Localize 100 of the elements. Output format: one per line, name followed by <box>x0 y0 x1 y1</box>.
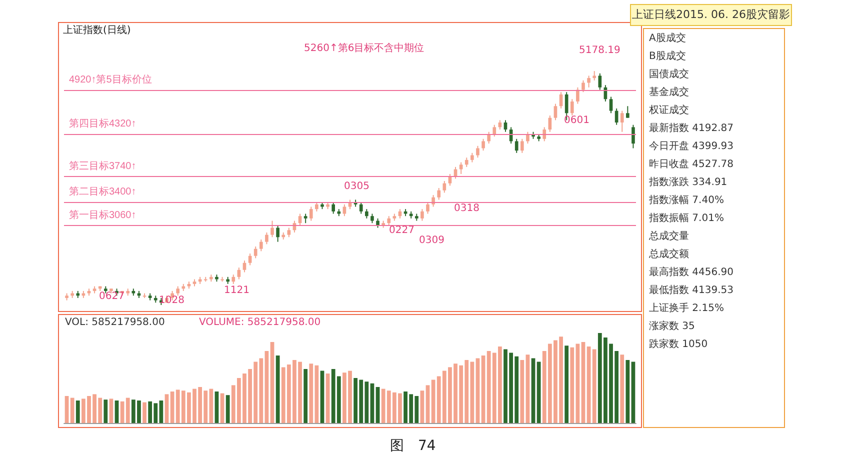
text: 指数涨跌 334.91 <box>648 176 728 190</box>
text: 最新指数 4192.87 <box>648 122 735 136</box>
bar <box>531 358 536 423</box>
candlestick <box>514 138 518 154</box>
bar <box>320 370 324 423</box>
bar <box>270 342 274 423</box>
candlestick <box>387 216 391 226</box>
candlestick <box>492 124 496 138</box>
bar <box>481 356 486 423</box>
bar <box>276 356 280 423</box>
candlestick <box>476 145 480 158</box>
candlestick <box>370 213 374 224</box>
text: 权证成交 <box>648 104 690 118</box>
bar <box>370 383 374 423</box>
bar <box>64 396 69 423</box>
candlestick <box>626 106 630 118</box>
bar <box>431 380 436 423</box>
bar <box>520 360 524 423</box>
bar <box>526 354 530 423</box>
text: 最低指数 4139.53 <box>648 284 735 298</box>
bar <box>376 387 380 423</box>
text: 总成交额 <box>648 248 690 262</box>
candlestick <box>437 188 441 200</box>
text: 5260↑第6目标不含中期位 <box>304 43 424 55</box>
candlestick <box>442 180 446 194</box>
candlestick <box>570 98 574 116</box>
bar <box>581 342 586 423</box>
bar <box>104 400 108 423</box>
candlestick <box>582 80 585 93</box>
bar <box>70 398 74 423</box>
candlestick <box>592 70 596 81</box>
candlestick <box>332 202 336 214</box>
bar <box>536 362 541 423</box>
bar <box>476 358 480 423</box>
text: 涨家数 35 <box>648 320 696 334</box>
candlestick <box>420 208 424 222</box>
annotation: 0627 <box>99 291 124 303</box>
text: 上证日线2015. 06. 26股灾留影 <box>630 4 792 26</box>
bar <box>326 374 330 423</box>
bar <box>304 369 308 423</box>
candlestick <box>459 162 463 174</box>
annotation: 0227 <box>389 225 414 237</box>
candlestick <box>587 75 590 88</box>
text: B股成交 <box>648 50 687 64</box>
bar <box>620 354 624 423</box>
candlestick <box>554 103 558 121</box>
annotation: 0309 <box>419 235 444 247</box>
candlestick <box>632 124 635 149</box>
candlestick <box>287 227 291 238</box>
chart-subtitle: 上证指数(日线) <box>63 25 131 37</box>
candlestick <box>254 246 258 259</box>
candlestick <box>270 220 274 238</box>
ref-line-label: 第一目标3060↑ <box>69 208 136 221</box>
bar <box>420 390 424 423</box>
candlestick <box>520 138 524 154</box>
candlestick <box>309 206 313 222</box>
candlestick <box>482 138 485 152</box>
candlestick <box>464 157 468 168</box>
text: 总成交量 <box>648 230 690 244</box>
candlestick <box>304 213 308 224</box>
bar <box>226 395 230 423</box>
text: 昨日收盘 4527.78 <box>648 158 735 172</box>
bar <box>76 400 80 423</box>
annotation: 0601 <box>564 115 590 127</box>
candlestick <box>426 202 430 214</box>
bar <box>626 360 630 423</box>
candlestick <box>542 126 546 142</box>
candlestick <box>364 208 368 219</box>
candlestick <box>232 274 236 284</box>
candlestick <box>470 152 474 163</box>
bar <box>631 362 636 423</box>
ref-line-label: 第三目标3740↑ <box>69 160 136 172</box>
candlestick <box>315 202 318 212</box>
bar <box>164 394 169 423</box>
bar <box>586 346 591 423</box>
bar <box>109 398 114 423</box>
candlestick <box>276 224 280 242</box>
candlestick <box>342 204 346 217</box>
candlestick <box>576 86 580 104</box>
bar <box>170 392 174 423</box>
candlestick <box>598 72 602 90</box>
bar <box>214 392 219 423</box>
ref-line-label: 第四目标4320↑ <box>69 118 136 130</box>
text: VOL: 585217958.00 <box>65 317 165 329</box>
candlestick <box>176 286 180 296</box>
text: 5178.19 <box>579 45 620 57</box>
text: 今日开盘 4399.93 <box>648 140 735 154</box>
bar <box>592 349 596 423</box>
ref-line-label: 4920↑第5目标价位 <box>69 73 152 86</box>
ref-line-label: 第二目标3400↑ <box>69 186 136 198</box>
text: VOLUME: 585217958.00 <box>199 317 321 329</box>
text: 最高指数 4456.90 <box>648 266 735 280</box>
candlestick <box>620 110 624 132</box>
text: 国债成交 <box>648 68 690 82</box>
annotation: 1121 <box>224 285 250 297</box>
candlestick <box>359 202 363 214</box>
text: 基金成交 <box>648 86 690 100</box>
text: A股成交 <box>648 32 687 46</box>
bar <box>564 346 569 423</box>
annotation: 0305 <box>344 181 370 193</box>
